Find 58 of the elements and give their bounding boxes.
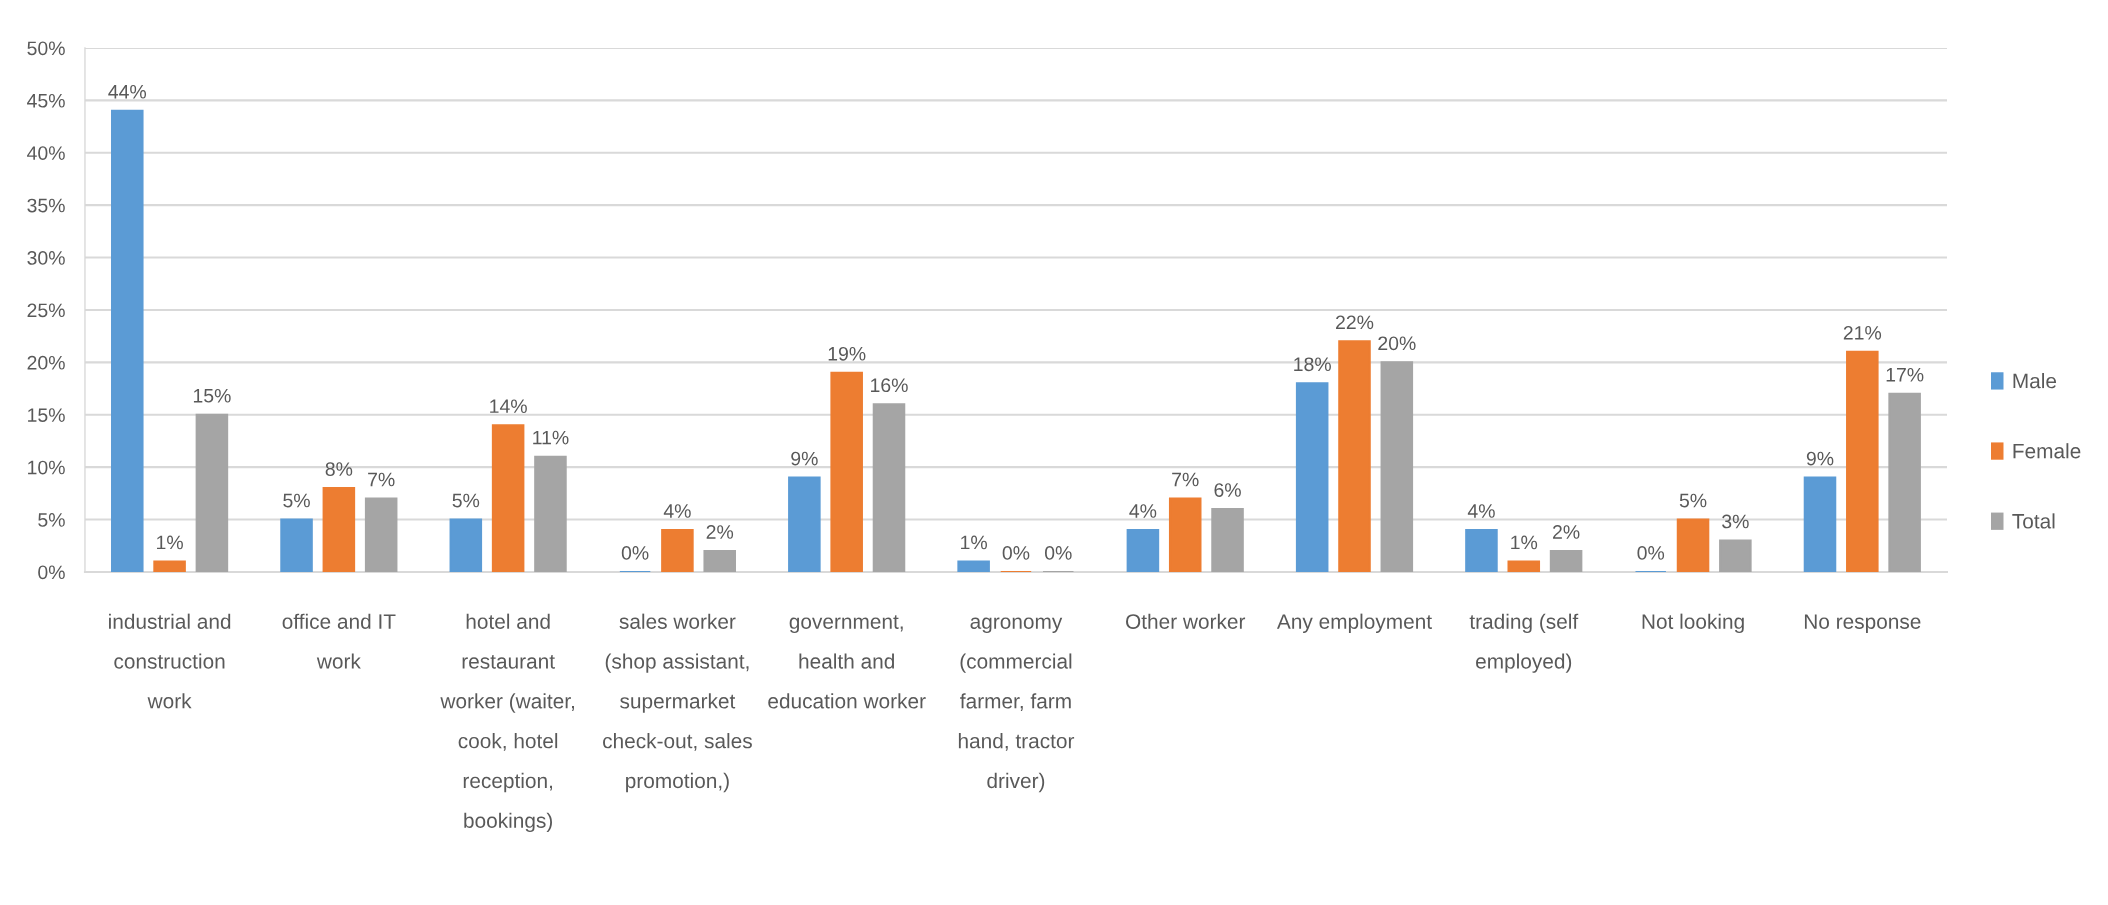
data-label: 44% (108, 84, 147, 99)
data-label: 18% (1294, 357, 1331, 372)
x-tick-label: Not looking (1642, 613, 1744, 634)
y-tick-label: 40% (27, 146, 65, 160)
data-label: 4% (1467, 504, 1495, 518)
x-tick-label: Any employment (1276, 613, 1432, 634)
x-tick-label: Other worker (1126, 613, 1246, 629)
data-label: 20% (1378, 336, 1416, 351)
data-label: 0% (621, 546, 649, 560)
data-label: 22% (1336, 315, 1374, 330)
data-label: 7% (368, 472, 395, 487)
data-label: 5% (283, 493, 310, 508)
y-tick-label: 30% (27, 251, 65, 265)
y-tick-label: 45% (27, 93, 65, 108)
legend-label: Male (2013, 373, 2057, 389)
data-label: 8% (325, 462, 353, 476)
data-label: 5% (1679, 493, 1707, 508)
y-tick-label: 10% (28, 460, 65, 475)
y-tick-label: 50% (27, 41, 65, 56)
y-tick-label: 15% (28, 408, 65, 422)
legend-label: Female (2013, 443, 2081, 459)
data-label: 7% (1172, 472, 1199, 487)
data-label: 17% (1886, 367, 1924, 382)
x-tick-label: sales worker (shop assistant, supermarket check-out, sales promotion,) (603, 613, 752, 793)
data-label: 14% (490, 399, 527, 413)
data-label: 4% (663, 504, 691, 518)
data-label: 2% (706, 525, 734, 539)
data-label: 3% (1722, 514, 1749, 529)
data-label: 0% (1637, 546, 1665, 560)
data-label: 1% (1511, 535, 1538, 550)
data-label: 1% (157, 535, 183, 550)
data-label: 5% (452, 493, 480, 508)
data-label: 16% (871, 378, 908, 393)
x-tick-label: office and IT work (282, 613, 396, 669)
data-label: 1% (961, 535, 987, 550)
category-label: hotel and restaurant worker (waiter, cook, hotel reception, bookings) (440, 613, 574, 833)
data-label: 9% (791, 451, 818, 466)
data-label: 19% (828, 346, 866, 361)
y-tick-label: 5% (38, 513, 65, 527)
x-tick-label: No response (1804, 614, 1921, 634)
data-label: 4% (1129, 504, 1157, 518)
data-label: 9% (1806, 451, 1834, 466)
x-tick-label: agronomy (commercial farmer, farm hand, tractor driver) (958, 617, 1075, 793)
data-label: 2% (1553, 525, 1580, 539)
data-label: 11% (533, 430, 569, 445)
x-tick-label: trading (self employed) (1469, 613, 1579, 673)
y-tick-label: 25% (27, 303, 65, 318)
y-tick-label: 20% (27, 355, 65, 370)
x-tick-label: industrial and construction work (109, 613, 231, 709)
data-label: 0% (1044, 546, 1072, 560)
data-label: 6% (1214, 483, 1241, 497)
legend-label: Total (2012, 513, 2055, 529)
x-tick-label: government, health and education worker (768, 615, 926, 709)
y-tick-label: 0% (38, 565, 65, 580)
data-label: 0% (1002, 546, 1030, 560)
y-tick-label: 35% (27, 198, 65, 213)
data-label: 15% (193, 388, 231, 403)
data-label: 21% (1843, 325, 1882, 340)
